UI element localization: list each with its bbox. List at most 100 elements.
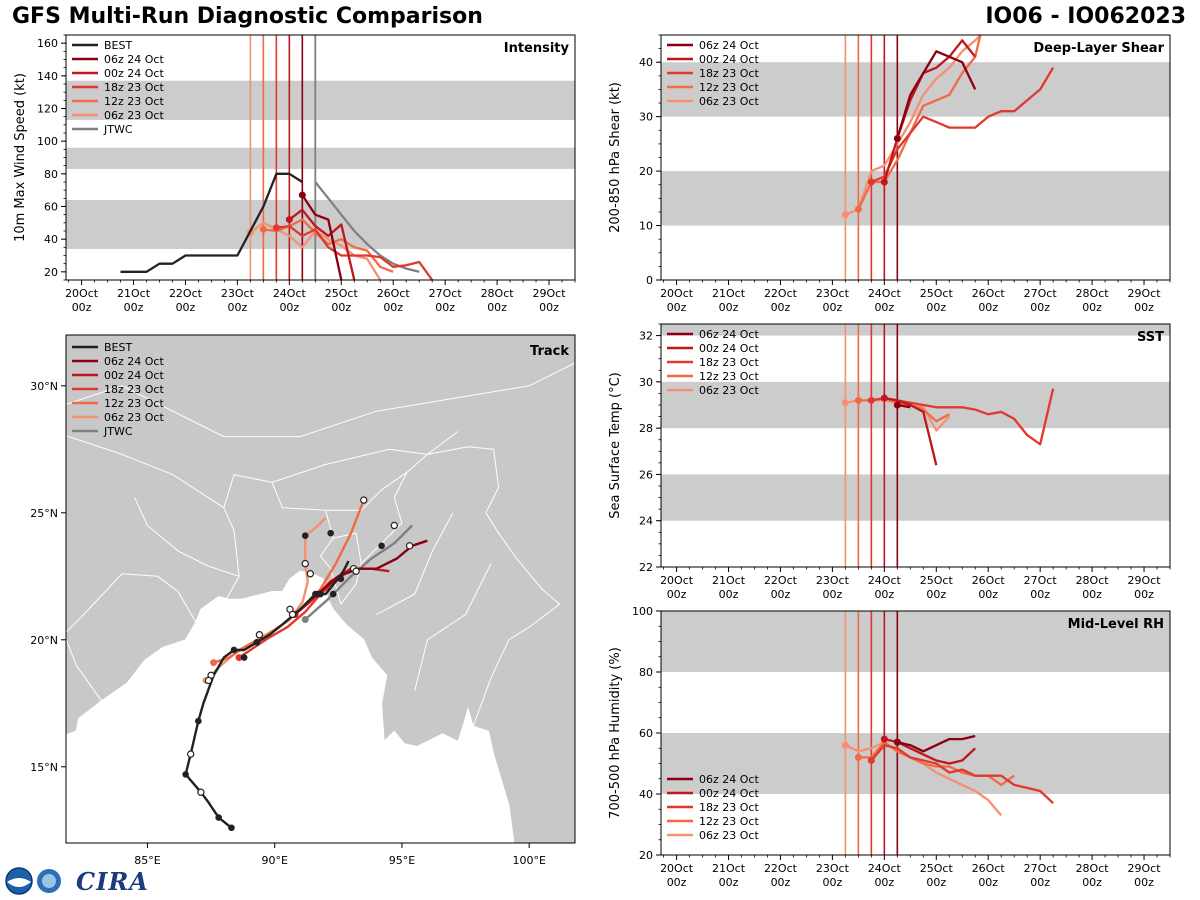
x-tick-label: 23Oct: [816, 862, 850, 875]
legend-label: 18z 23 Oct: [104, 81, 164, 94]
land-mass: [66, 335, 575, 843]
legend-label: BEST: [104, 39, 132, 52]
legend-label: 06z 23 Oct: [699, 829, 759, 842]
y-tick-label: 40: [44, 233, 58, 246]
boundary-line: [66, 637, 103, 702]
init-point: [893, 738, 901, 746]
x-tick-label: 27Oct: [1024, 574, 1058, 587]
x-tick-label: 100°E: [512, 854, 545, 867]
y-axis-label: 200-850 hPa Shear (kt): [608, 82, 623, 233]
x-tick-label: 24Oct: [868, 862, 902, 875]
legend-label: 12z 23 Oct: [699, 81, 759, 94]
shaded-band: [661, 171, 1170, 226]
x-tick-label: 22Oct: [169, 287, 203, 300]
legend-label: 12z 23 Oct: [104, 397, 164, 410]
cira-logo: CIRA: [4, 866, 149, 896]
legend-label: 12z 23 Oct: [104, 95, 164, 108]
series-line: [276, 224, 434, 280]
x-tick-label: 28Oct: [1076, 287, 1110, 300]
x-tick-label: 23Oct: [816, 574, 850, 587]
legend-label: 18z 23 Oct: [699, 801, 759, 814]
track-point-filled: [230, 646, 238, 654]
shaded-band: [661, 474, 1170, 521]
panel-title: SST: [1137, 330, 1164, 345]
track-point-open: [197, 788, 205, 796]
track-point-filled: [378, 542, 385, 550]
x-tick-label: 00z: [331, 301, 351, 314]
x-tick-label: 24Oct: [868, 287, 902, 300]
x-tick-label: 20Oct: [65, 287, 99, 300]
x-tick-label: 00z: [279, 301, 299, 314]
y-tick-label: 28: [639, 422, 653, 435]
boundary-line: [66, 362, 575, 438]
y-tick-label: 100: [37, 135, 58, 148]
x-tick-label: 25Oct: [920, 574, 954, 587]
x-tick-label: 00z: [435, 301, 455, 314]
plot-area: [661, 35, 1170, 280]
init-point: [880, 178, 888, 186]
y-tick-label: 140: [37, 70, 58, 83]
boundary-line: [414, 563, 492, 691]
x-tick-label: 00z: [72, 301, 92, 314]
init-point: [854, 396, 862, 404]
init-point: [841, 211, 849, 219]
legend-label: 06z 23 Oct: [699, 384, 759, 397]
init-point: [867, 396, 875, 404]
boundary-line: [325, 454, 428, 511]
legend-label: 18z 23 Oct: [699, 356, 759, 369]
panel-title: Track: [530, 344, 569, 359]
y-tick-label: 20°N: [30, 634, 58, 647]
axes-frame: [660, 323, 1171, 568]
x-tick-label: 95°E: [389, 854, 415, 867]
x-tick-label: 00z: [1134, 588, 1154, 601]
axes-frame: [65, 334, 576, 844]
track-point-open: [352, 567, 360, 575]
legend-label: BEST: [104, 341, 132, 354]
init-point: [841, 741, 849, 749]
boundary-line: [360, 471, 408, 564]
series-line: [870, 744, 1054, 804]
boundary-line: [427, 446, 561, 605]
y-tick-label: 22: [639, 561, 653, 574]
shaded-band: [661, 324, 1170, 336]
panel-sst: 22242628303220Oct00z21Oct00z22Oct00z23Oc…: [608, 323, 1171, 601]
track-point-filled: [337, 575, 345, 583]
y-axis-label: 700-500 hPa Humidity (%): [608, 647, 623, 819]
x-tick-label: 25Oct: [920, 287, 954, 300]
legend-label: 18z 23 Oct: [699, 67, 759, 80]
x-tick-label: 00z: [978, 588, 998, 601]
y-tick-label: 20: [639, 849, 653, 862]
series-line: [301, 194, 343, 280]
track-point-filled: [228, 824, 235, 832]
x-tick-label: 20Oct: [660, 574, 694, 587]
x-tick-label: 26Oct: [972, 574, 1006, 587]
init-point: [893, 401, 901, 409]
shaded-band: [661, 611, 1170, 672]
x-tick-label: 00z: [978, 301, 998, 314]
map-area: [66, 335, 575, 843]
x-tick-label: 26Oct: [972, 862, 1006, 875]
boundary-line: [271, 431, 459, 483]
series-line: [870, 67, 1055, 184]
x-tick-label: 00z: [1134, 301, 1154, 314]
panel-title: Mid-Level RH: [1068, 617, 1164, 632]
series-line: [288, 208, 356, 280]
y-tick-label: 15°N: [30, 761, 58, 774]
init-point: [259, 225, 267, 233]
legend-label: 06z 24 Oct: [699, 39, 759, 52]
x-tick-label: 00z: [383, 301, 403, 314]
x-tick-label: 21Oct: [712, 862, 746, 875]
x-tick-label: 00z: [719, 876, 739, 889]
track-start-point: [301, 615, 309, 623]
init-point: [298, 191, 306, 199]
y-tick-label: 60: [639, 727, 653, 740]
legend-label: 12z 23 Oct: [699, 815, 759, 828]
track-point-filled: [312, 590, 319, 598]
x-tick-label: 00z: [926, 588, 946, 601]
series-line: [844, 35, 982, 216]
init-point: [841, 399, 849, 407]
logo-text: CIRA: [76, 866, 149, 896]
y-tick-label: 0: [646, 274, 653, 287]
track-point-open: [288, 610, 297, 619]
